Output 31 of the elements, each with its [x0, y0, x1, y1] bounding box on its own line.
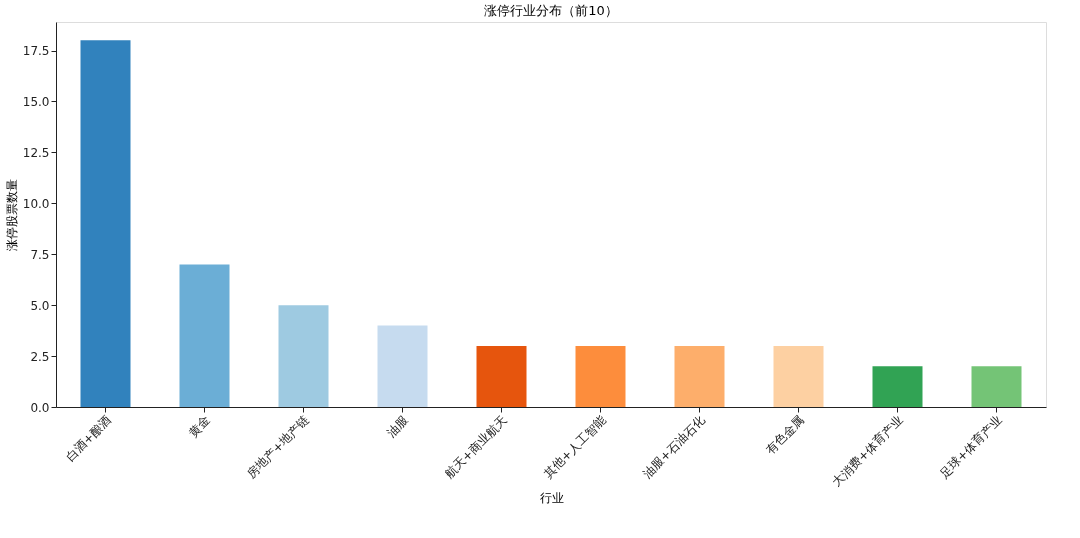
- x-tick-label: 房地产+地产链: [244, 413, 312, 482]
- y-tick-label: 7.5: [30, 247, 50, 262]
- y-tick-label: 0.0: [30, 400, 50, 415]
- x-tick-label: 其他+人工智能: [541, 413, 609, 482]
- bar: [872, 366, 923, 407]
- y-tick-label: 2.5: [30, 349, 50, 364]
- bar: [179, 264, 230, 407]
- x-tick-label: 足球+体育产业: [937, 413, 1005, 482]
- bar: [575, 345, 626, 407]
- y-tick-label: 15.0: [22, 94, 50, 109]
- x-tick-label: 有色金属: [763, 413, 807, 457]
- bar: [476, 345, 527, 407]
- bar: [80, 40, 131, 407]
- x-tick-label: 黄金: [186, 413, 213, 440]
- chart-title: 涨停行业分布（前10）: [484, 3, 618, 18]
- y-tick-label: 5.0: [30, 298, 50, 313]
- bar: [773, 345, 824, 407]
- y-axis-title: 涨停股票数量: [4, 179, 19, 251]
- x-tick-label: 油服+石油石化: [640, 413, 708, 482]
- x-tick-label: 白酒+酿酒: [63, 413, 114, 465]
- y-tick-label: 10.0: [22, 196, 50, 211]
- bar: [278, 305, 329, 407]
- bar: [971, 366, 1022, 407]
- bar: [377, 325, 428, 407]
- y-tick-label: 17.5: [22, 44, 50, 59]
- x-axis-title: 行业: [539, 490, 564, 505]
- bar: [674, 345, 725, 407]
- x-tick-label: 航天+商业航天: [442, 413, 510, 482]
- y-tick-label: 12.5: [22, 145, 50, 160]
- x-tick-label: 大消费+体育产业: [829, 413, 906, 490]
- x-tick-label: 油服: [384, 413, 411, 440]
